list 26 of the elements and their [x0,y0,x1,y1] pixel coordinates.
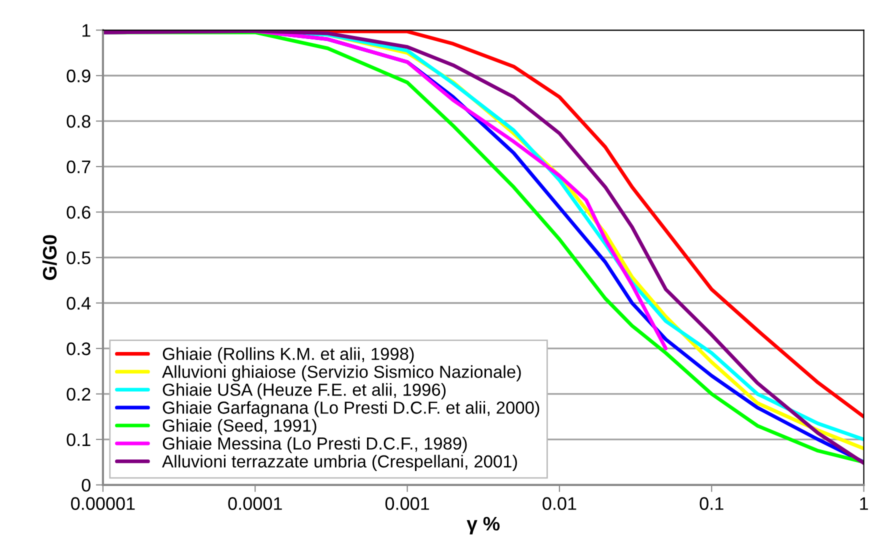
legend-label: Ghiaie (Rollins K.M. et alii, 1998) [162,347,414,364]
legend-label: Ghiaie USA (Heuze F.E. et alii, 1996) [162,383,446,400]
y-tick-label: 0.1 [66,433,90,446]
legend-label: Alluvioni terrazzate umbria (Crespellani, 2001) [162,454,517,472]
x-tick-label: 0.00001 [71,497,135,510]
legend-label: Ghiaie (Seed, 1991) [162,418,316,436]
y-tick-label: 0.6 [66,206,90,219]
y-tick-label: 0 [82,478,90,492]
y-axis-title: G/G0 [42,235,57,280]
y-tick-label: 0.8 [66,115,90,128]
x-axis-title: γ % [466,516,500,534]
x-tick-label: 0.1 [700,497,724,510]
x-tick-label: 0.0001 [228,497,282,510]
y-tick-label: 0.4 [66,296,91,310]
legend-label: Ghiaie Garfagnana (Lo Presti D.C.F. et alii, 2000) [162,401,540,418]
y-tick-label: 0.3 [66,342,90,356]
y-tick-label: 0.7 [66,160,90,174]
y-tick-label: 1 [82,24,90,37]
y-tick-label: 0.2 [66,388,90,401]
y-tick-label: 0.5 [66,251,90,264]
legend-label: Alluvioni ghiaiose (Servizio Sismico Nazionale) [162,365,521,382]
legend-label: Ghiaie Messina (Lo Presti D.C.F., 1989) [162,436,467,454]
y-tick-label: 0.9 [66,70,90,82]
x-tick-label: 0.001 [385,497,430,510]
x-tick-label: 1 [860,497,868,510]
x-tick-label: 0.01 [542,497,576,510]
